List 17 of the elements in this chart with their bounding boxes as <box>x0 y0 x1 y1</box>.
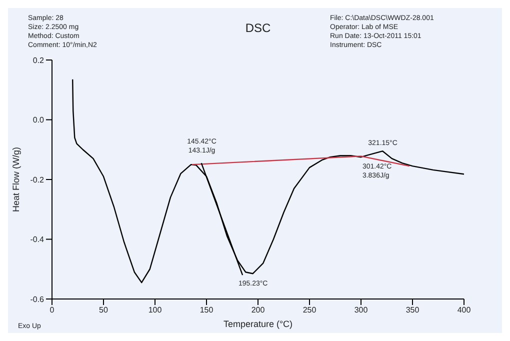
x-tick-label: 50 <box>99 306 108 315</box>
x-tick-label: 250 <box>302 306 317 315</box>
y-tick-label: -0.6 <box>30 294 45 304</box>
x-tick-label: 0 <box>50 306 55 315</box>
y-tick-label: -0.4 <box>30 235 45 244</box>
x-tick-label: 350 <box>406 306 420 315</box>
x-tick-label: 100 <box>148 306 162 315</box>
x-tick-label: 300 <box>354 306 368 315</box>
x-axis-title: Temperature (°C) <box>223 319 293 329</box>
y-tick-label: 0.0 <box>32 116 45 125</box>
x-tick-label: 150 <box>200 306 214 315</box>
y-axis-title: Heat Flow (W/g) <box>11 146 22 212</box>
chart-title: DSC <box>245 21 271 35</box>
y-tick-label: -0.2 <box>30 175 45 184</box>
x-tick-label: 200 <box>251 306 266 315</box>
y-tick-label: 0.2 <box>32 56 45 65</box>
x-tick-label: 400 <box>457 306 472 315</box>
